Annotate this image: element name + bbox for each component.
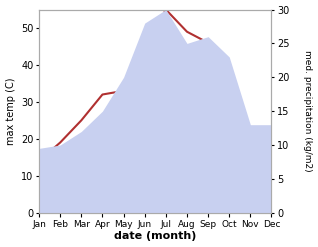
X-axis label: date (month): date (month) [114,231,197,242]
Y-axis label: med. precipitation (kg/m2): med. precipitation (kg/m2) [303,50,313,172]
Y-axis label: max temp (C): max temp (C) [5,77,16,145]
